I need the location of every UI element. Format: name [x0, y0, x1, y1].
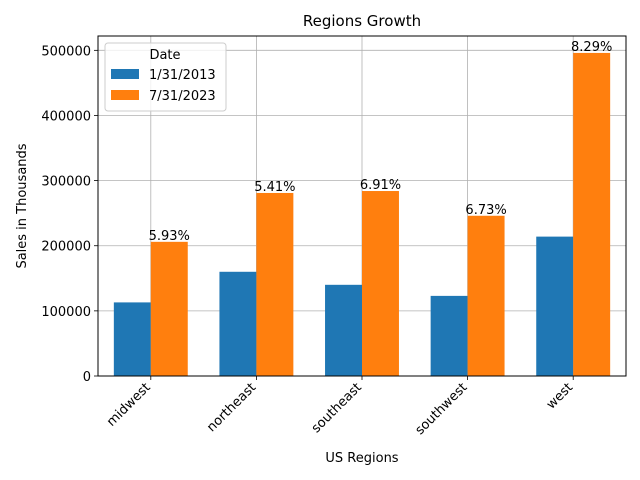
bar: [536, 236, 574, 376]
data-label: 5.41%: [254, 180, 295, 195]
data-label: 6.73%: [465, 203, 506, 218]
x-tick-label: midwest: [104, 380, 154, 430]
bar: [430, 295, 468, 376]
data-label: 6.91%: [360, 178, 401, 193]
x-axis-label: US Regions: [325, 451, 398, 466]
legend-swatch: [111, 90, 139, 100]
x-tick-label: southwest: [413, 380, 471, 438]
legend: Date 1/31/2013 7/31/2023: [104, 42, 227, 112]
bars: [113, 52, 611, 376]
chart-title: Regions Growth: [303, 12, 421, 30]
bar: [113, 302, 151, 376]
y-tick-label: 500000: [41, 44, 91, 59]
y-tick-label: 300000: [41, 175, 91, 190]
data-labels: 5.93% 5.41% 6.91% 6.73% 8.29%: [149, 40, 613, 244]
legend-label: 1/31/2013: [149, 68, 216, 83]
bar: [573, 52, 611, 376]
legend-swatch: [111, 69, 139, 79]
data-label: 8.29%: [571, 40, 612, 55]
y-tick-label: 100000: [41, 305, 91, 320]
data-label: 5.93%: [149, 229, 190, 244]
bar: [219, 271, 257, 376]
y-tick-label: 400000: [41, 109, 91, 124]
legend-title: Date: [149, 48, 180, 63]
x-tick-label: southeast: [309, 380, 365, 436]
y-tick-label: 0: [83, 370, 91, 385]
bar: [467, 215, 505, 376]
x-tick-label: northeast: [204, 380, 259, 435]
bar: [362, 191, 399, 376]
legend-label: 7/31/2023: [149, 89, 216, 104]
x-tick-label: west: [544, 380, 576, 412]
y-tick-label: 200000: [41, 240, 91, 255]
y-axis-label: Sales in Thousands: [15, 143, 30, 268]
bar: [150, 241, 188, 376]
bar: [325, 284, 362, 376]
bar: [256, 192, 294, 376]
